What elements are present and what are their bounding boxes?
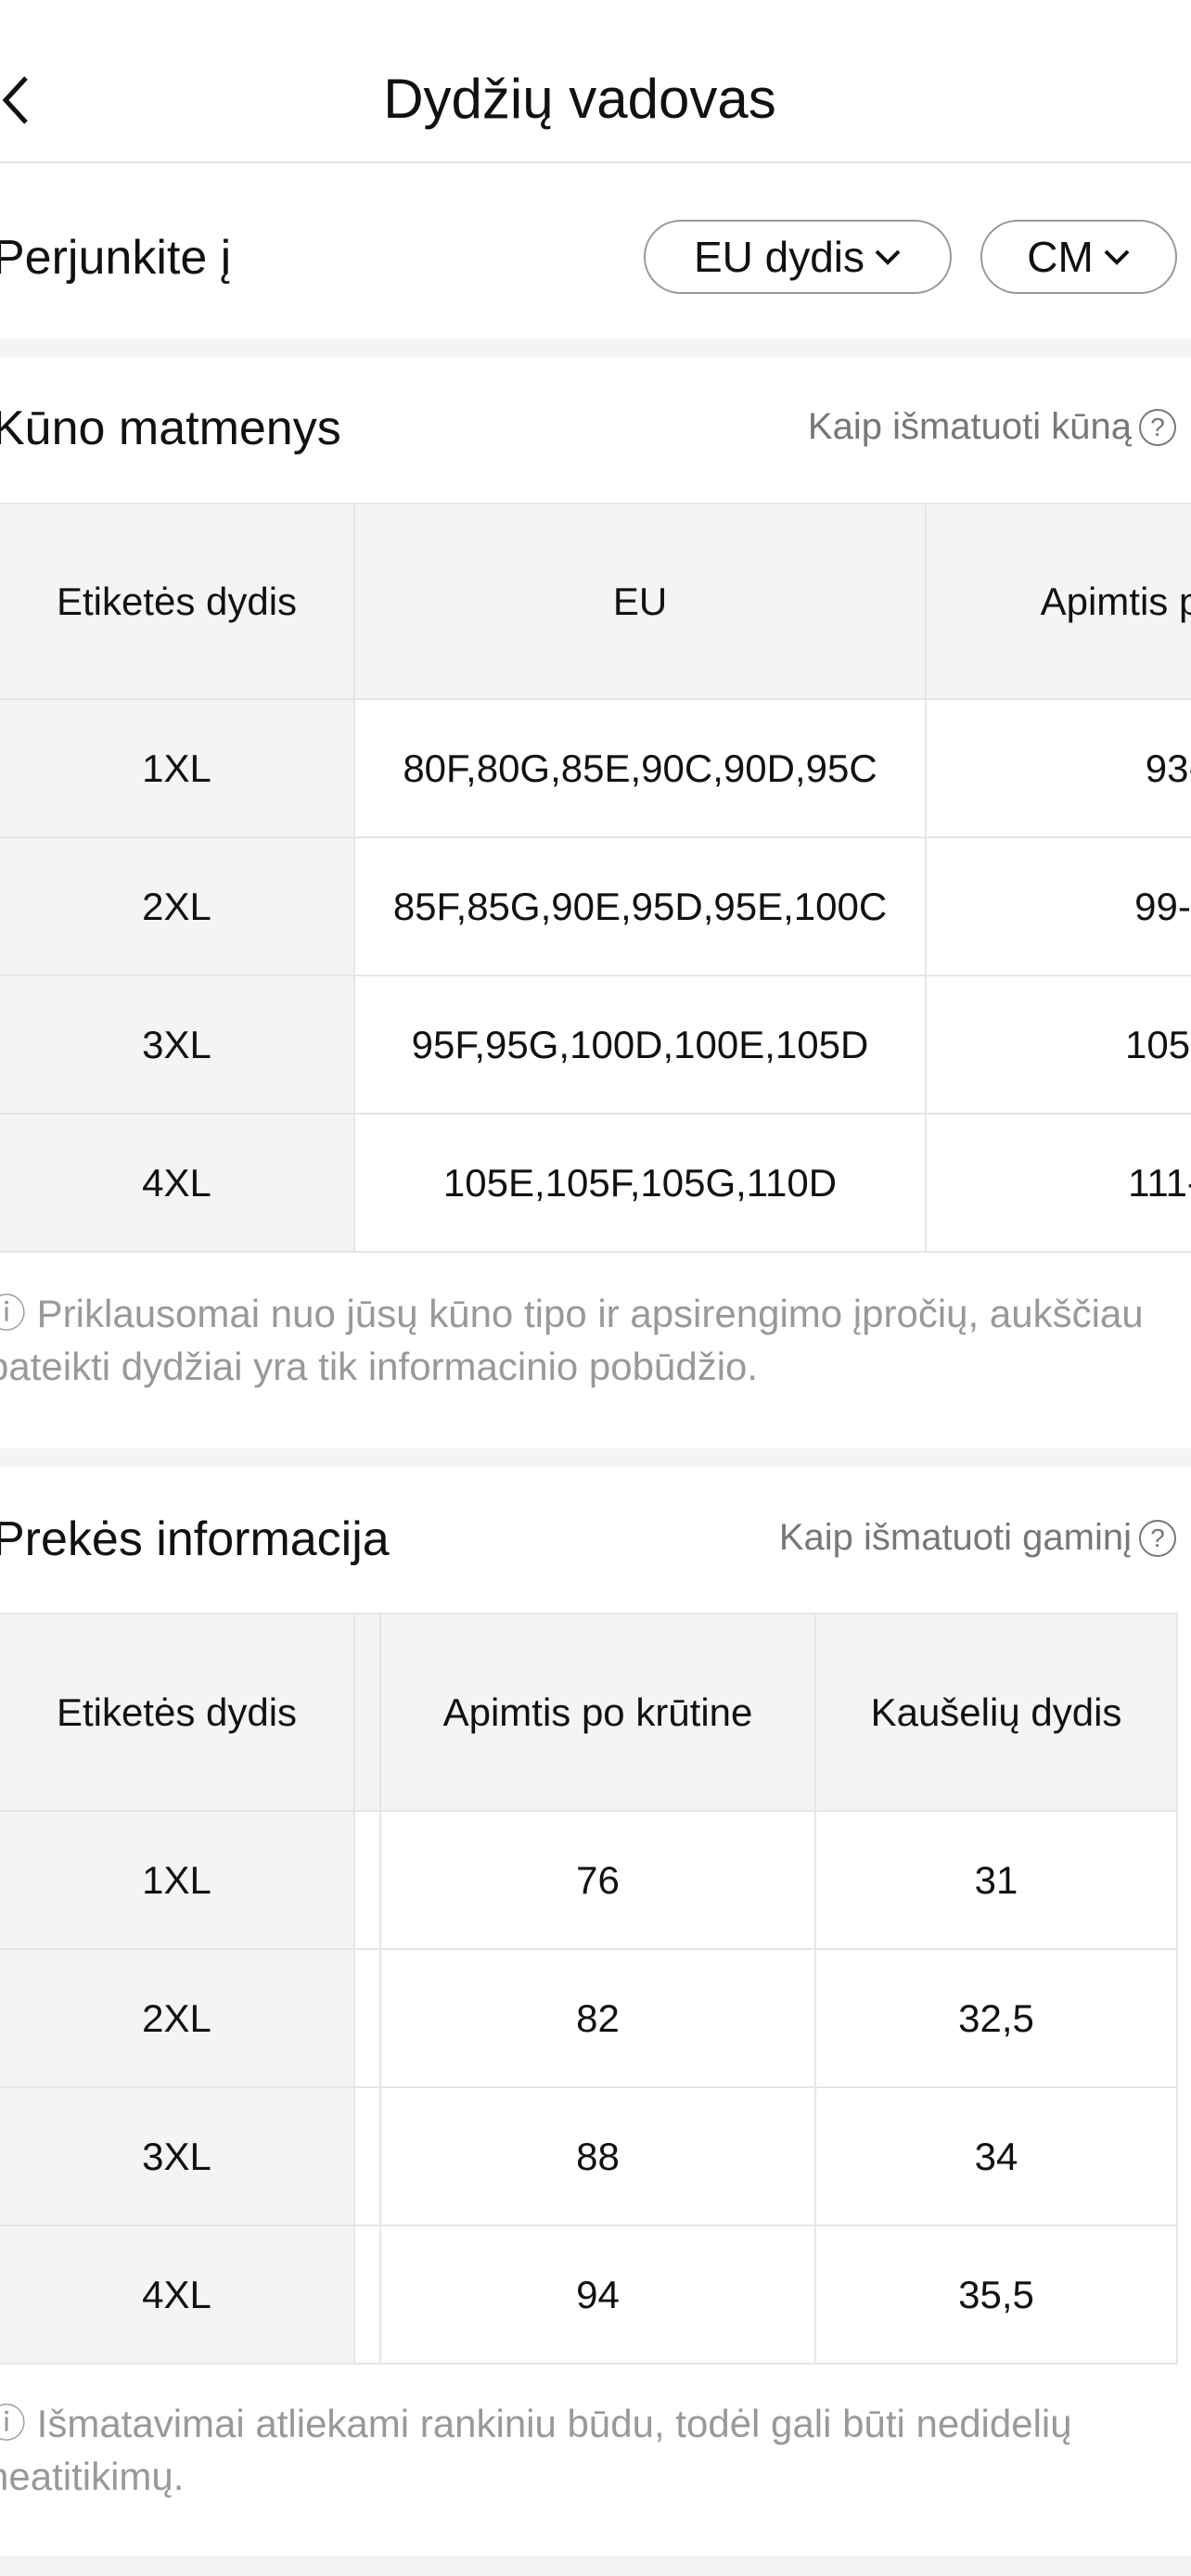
- cell: 1XL: [0, 698, 355, 838]
- divider: [0, 161, 1191, 163]
- cell: 2XL: [0, 1948, 355, 2088]
- cell: 35,5: [814, 2225, 1178, 2365]
- cell: 2XL: [0, 836, 355, 976]
- spacer: [353, 2225, 381, 2365]
- back-button[interactable]: [0, 72, 37, 128]
- cell: Apimtis po krūtine: [379, 1613, 816, 1812]
- chevron: [875, 249, 901, 265]
- product-table: Etiketės dydis Apimtis po krūtine Kaušelių…: [0, 1613, 1178, 2365]
- cell: 4XL: [0, 1113, 355, 1253]
- cell: Apimtis po krūtine: [925, 503, 1191, 700]
- size-dropdown[interactable]: EU dydis: [644, 220, 952, 294]
- spacer: [353, 2086, 381, 2226]
- cell: 85F,85G,90E,95D,95E,100C: [353, 836, 927, 976]
- unit-dropdown[interactable]: CM: [980, 220, 1177, 294]
- cell: 99-104: [925, 836, 1191, 976]
- chevron: [1104, 249, 1130, 265]
- separator: [0, 2556, 1191, 2576]
- row: 2XL 82 32,5: [0, 1948, 1178, 2088]
- cell: 88: [379, 2086, 816, 2226]
- separator: [0, 338, 1191, 358]
- note-text: Išmatavimai atliekami rankiniu būdu, tod…: [0, 2402, 1072, 2498]
- cell: 105-110: [925, 975, 1191, 1115]
- header-row: Etiketės dydis Apimtis po krūtine Kaušelių…: [0, 1613, 1178, 1812]
- spacer: [353, 1613, 381, 1812]
- page-title: Dydžių vadovas: [383, 68, 776, 130]
- cell: 80F,80G,85E,90C,90D,95C: [353, 698, 927, 838]
- note: ⓘ Priklausomai nuo jūsų kūno tipo ir aps…: [0, 1287, 1184, 1393]
- cell: 94: [379, 2225, 816, 2365]
- help-icon: ?: [1139, 1519, 1176, 1557]
- cell: 4XL: [0, 2225, 355, 2365]
- cell: 34: [814, 2086, 1178, 2226]
- cell: 32,5: [814, 1948, 1178, 2088]
- help-icon: ?: [1139, 408, 1176, 446]
- cell: 95F,95G,100D,100E,105D: [353, 975, 927, 1115]
- spacer: [353, 1948, 381, 2088]
- unit-option: CM: [1027, 233, 1094, 281]
- cell: Etiketės dydis: [0, 503, 355, 700]
- separator: [0, 1448, 1191, 1467]
- row: 3XL 88 34: [0, 2086, 1178, 2226]
- measure-link[interactable]: Kaip išmatuoti gaminį?: [779, 1517, 1176, 1559]
- cell: Kaušelių dydis: [814, 1613, 1178, 1812]
- note: ⓘ Išmatavimai atliekami rankiniu būdu, t…: [0, 2397, 1184, 2503]
- measure-link[interactable]: Kaip išmatuoti kūną?: [808, 406, 1176, 448]
- cell: 3XL: [0, 2086, 355, 2226]
- spacer: [353, 1810, 381, 1950]
- note-text: Priklausomai nuo jūsų kūno tipo ir apsir…: [0, 1292, 1144, 1388]
- cell: 31: [814, 1810, 1178, 1950]
- section-title: Kūno matmenys: [0, 402, 341, 455]
- row: 1XL 76 31: [0, 1810, 1178, 1950]
- cell: 3XL: [0, 975, 355, 1115]
- row: 4XL 94 35,5: [0, 2225, 1178, 2365]
- section-title: Prekės informacija: [0, 1512, 390, 1566]
- cell: 1XL: [0, 1810, 355, 1950]
- cell: EU: [353, 503, 927, 700]
- cell: 111-116: [925, 1113, 1191, 1253]
- cell: 82: [379, 1948, 816, 2088]
- switch-label: Perjunkite į: [0, 231, 232, 285]
- cell: 76: [379, 1810, 816, 1950]
- cell: 93-98: [925, 698, 1191, 838]
- cell: 105E,105F,105G,110D: [353, 1113, 927, 1253]
- link-text: Kaip išmatuoti gaminį: [778, 1517, 1132, 1558]
- link-text: Kaip išmatuoti kūną: [807, 406, 1132, 447]
- size-option: EU dydis: [693, 233, 865, 281]
- cell: Etiketės dydis: [0, 1613, 355, 1812]
